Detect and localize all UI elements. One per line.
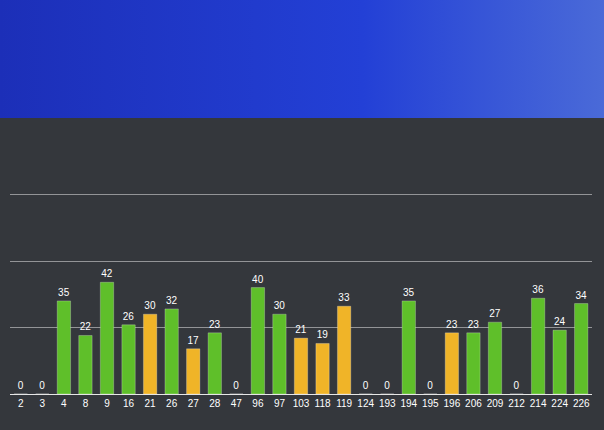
svg-text:195: 195	[422, 398, 439, 409]
svg-text:124: 124	[357, 398, 374, 409]
svg-text:26: 26	[166, 398, 178, 409]
svg-text:97: 97	[274, 398, 286, 409]
svg-text:26: 26	[123, 311, 135, 322]
svg-text:32: 32	[166, 295, 178, 306]
svg-text:21: 21	[145, 398, 157, 409]
svg-text:214: 214	[530, 398, 547, 409]
svg-text:22: 22	[80, 321, 92, 332]
svg-text:209: 209	[487, 398, 504, 409]
svg-text:0: 0	[514, 380, 520, 391]
svg-text:8: 8	[83, 398, 89, 409]
svg-text:224: 224	[551, 398, 568, 409]
svg-text:35: 35	[403, 287, 415, 298]
svg-text:226: 226	[573, 398, 590, 409]
svg-text:119: 119	[336, 398, 352, 409]
svg-text:4: 4	[61, 398, 67, 409]
svg-text:19: 19	[317, 329, 329, 340]
svg-text:23: 23	[446, 319, 458, 330]
svg-text:28: 28	[209, 398, 221, 409]
svg-text:0: 0	[39, 380, 45, 391]
svg-text:30: 30	[274, 300, 286, 311]
svg-text:0: 0	[18, 380, 24, 391]
svg-text:40: 40	[252, 274, 264, 285]
svg-text:23: 23	[209, 319, 221, 330]
svg-text:21: 21	[295, 324, 307, 335]
svg-text:36: 36	[532, 284, 544, 295]
svg-text:118: 118	[315, 398, 331, 409]
svg-text:9: 9	[104, 398, 110, 409]
svg-text:103: 103	[293, 398, 310, 409]
svg-text:42: 42	[101, 268, 113, 279]
svg-text:16: 16	[123, 398, 135, 409]
svg-text:0: 0	[363, 380, 369, 391]
svg-text:17: 17	[187, 335, 199, 346]
svg-text:0: 0	[233, 380, 239, 391]
svg-text:34: 34	[575, 290, 587, 301]
svg-text:0: 0	[427, 380, 433, 391]
svg-text:35: 35	[58, 287, 70, 298]
svg-text:212: 212	[508, 398, 525, 409]
svg-text:24: 24	[554, 316, 566, 327]
svg-text:2: 2	[18, 398, 24, 409]
svg-text:0: 0	[384, 380, 390, 391]
svg-text:47: 47	[231, 398, 243, 409]
svg-text:30: 30	[144, 300, 156, 311]
svg-text:27: 27	[188, 398, 200, 409]
svg-text:3: 3	[40, 398, 46, 409]
svg-text:194: 194	[400, 398, 417, 409]
svg-text:206: 206	[465, 398, 482, 409]
svg-text:193: 193	[379, 398, 396, 409]
svg-text:196: 196	[444, 398, 461, 409]
svg-text:96: 96	[252, 398, 264, 409]
svg-text:23: 23	[468, 319, 480, 330]
svg-text:27: 27	[489, 308, 501, 319]
svg-text:33: 33	[338, 292, 350, 303]
